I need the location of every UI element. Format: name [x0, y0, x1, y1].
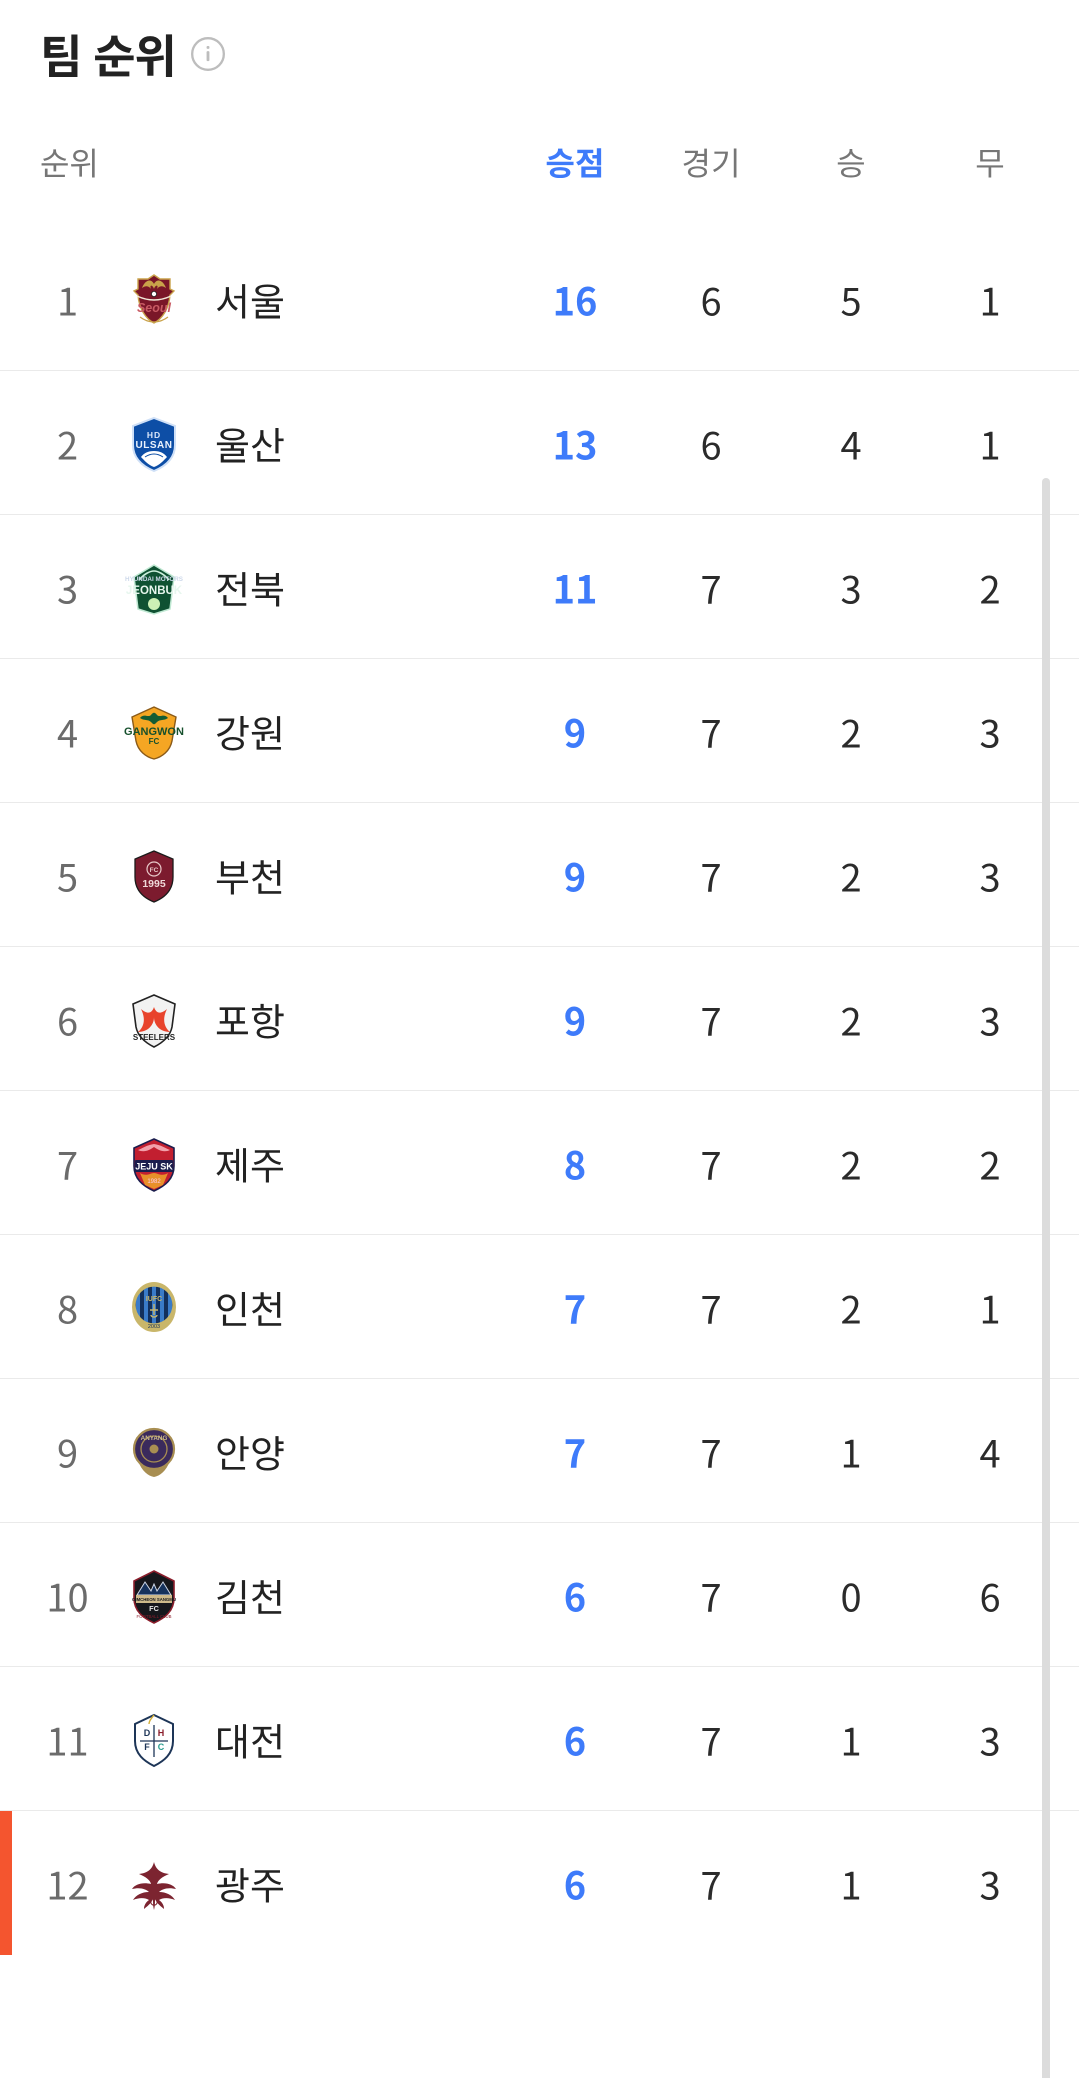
svg-text:H: H [158, 1728, 165, 1738]
svg-text:IUFC: IUFC [146, 1296, 162, 1303]
svg-text:D: D [144, 1728, 151, 1738]
svg-text:HD: HD [147, 430, 161, 440]
svg-text:ULSAN: ULSAN [136, 440, 173, 451]
svg-text:1982: 1982 [147, 1179, 161, 1185]
svg-text:1995: 1995 [142, 878, 166, 890]
svg-text:JEONBUK: JEONBUK [126, 585, 183, 597]
svg-text:JEJU SK: JEJU SK [135, 1161, 173, 1171]
svg-text:GIMCHEON SANGMU: GIMCHEON SANGMU [132, 1597, 176, 1602]
svg-text:2003: 2003 [148, 1324, 160, 1330]
svg-text:C: C [158, 1742, 165, 1752]
svg-text:ANYANG: ANYANG [141, 1435, 168, 1442]
svg-text:FC: FC [149, 737, 160, 746]
svg-text:FC: FC [149, 1604, 159, 1613]
svg-text:STEELERS: STEELERS [133, 1033, 176, 1042]
svg-text:F: F [144, 1742, 150, 1752]
svg-text:Seoul: Seoul [137, 301, 172, 315]
svg-text:HYUNDAI MOTORS: HYUNDAI MOTORS [125, 576, 183, 583]
svg-text:FC: FC [150, 867, 159, 874]
svg-text:FOOTBALL CLUB: FOOTBALL CLUB [137, 1614, 172, 1619]
